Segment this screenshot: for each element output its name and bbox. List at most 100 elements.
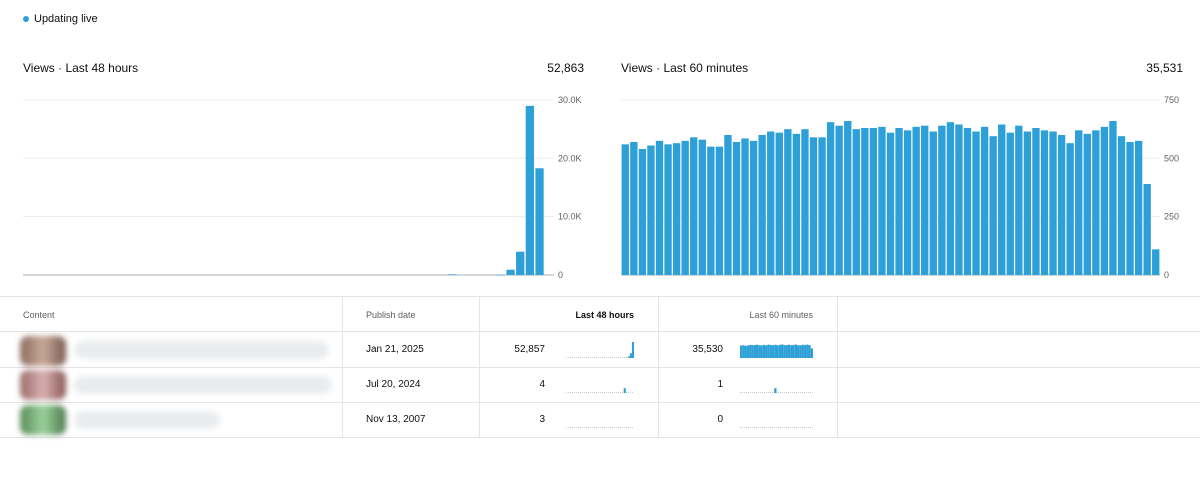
bar bbox=[1075, 130, 1083, 275]
spark-bar bbox=[808, 345, 811, 358]
sparkline-48h bbox=[566, 388, 634, 393]
bar bbox=[741, 138, 749, 275]
left-chart-total: 52,863 bbox=[547, 61, 584, 75]
publish-date: Nov 13, 2007 bbox=[366, 414, 426, 425]
bar bbox=[525, 105, 535, 275]
spark-bar bbox=[629, 353, 632, 358]
column-divider bbox=[658, 296, 659, 438]
bar bbox=[818, 137, 826, 275]
bar bbox=[724, 135, 732, 275]
spark-bar bbox=[751, 345, 754, 358]
publish-date: Jul 20, 2024 bbox=[366, 379, 421, 390]
right-chart-title: Views · Last 60 minutes bbox=[621, 61, 749, 75]
bar bbox=[1006, 132, 1014, 275]
bar bbox=[732, 142, 741, 275]
y-tick-label: 500 bbox=[1164, 153, 1179, 163]
live-status-label: Updating live bbox=[34, 13, 98, 25]
bar bbox=[1040, 130, 1049, 275]
bar bbox=[767, 131, 775, 275]
y-tick-label: 0 bbox=[1164, 270, 1169, 280]
spark-bar bbox=[760, 345, 763, 358]
bar bbox=[980, 126, 989, 275]
header-last-48-hours[interactable]: Last 48 hours bbox=[575, 310, 634, 320]
left-chart-title: Views · Last 48 hours bbox=[23, 61, 139, 75]
spark-bar bbox=[753, 345, 756, 358]
spark-bar bbox=[810, 348, 813, 358]
bar bbox=[946, 122, 955, 275]
bar bbox=[861, 128, 869, 275]
spark-bar bbox=[740, 345, 743, 358]
y-tick-label: 20.0K bbox=[558, 153, 582, 163]
bar bbox=[638, 149, 647, 275]
table-header-border bbox=[0, 331, 1200, 332]
video-thumbnail[interactable] bbox=[20, 370, 66, 400]
spark-bar bbox=[627, 356, 630, 358]
live-status: Updating live bbox=[23, 13, 98, 25]
video-thumbnail[interactable] bbox=[20, 336, 66, 366]
spark-bar bbox=[744, 345, 747, 358]
bar bbox=[938, 125, 946, 275]
bar bbox=[809, 137, 818, 275]
spark-bar bbox=[623, 388, 626, 393]
spark-bar bbox=[785, 345, 788, 358]
bar bbox=[801, 129, 809, 275]
bar bbox=[1109, 121, 1117, 275]
spark-bar bbox=[767, 344, 770, 358]
publish-date: Jan 21, 2025 bbox=[366, 344, 424, 355]
spark-bar bbox=[746, 345, 750, 358]
views-60m: 35,530 bbox=[692, 344, 723, 355]
views-48h-chart: 0 10.0K 20.0K 30.0K bbox=[23, 95, 582, 280]
bar bbox=[698, 139, 706, 275]
views-48h: 4 bbox=[539, 379, 545, 390]
spark-bar bbox=[755, 344, 759, 358]
views-48h: 52,857 bbox=[514, 344, 545, 355]
bar bbox=[506, 269, 515, 275]
bar bbox=[878, 126, 886, 275]
sparkline-60m bbox=[740, 427, 813, 428]
video-thumbnail[interactable] bbox=[20, 405, 66, 435]
bar bbox=[1143, 184, 1151, 275]
bar bbox=[664, 144, 672, 275]
bar bbox=[1032, 128, 1040, 275]
bar bbox=[1083, 133, 1091, 275]
bar bbox=[826, 122, 835, 275]
bar bbox=[775, 132, 783, 275]
bar bbox=[1152, 249, 1160, 275]
live-dot-icon bbox=[23, 16, 29, 22]
header-content[interactable]: Content bbox=[23, 310, 55, 320]
right-chart-total: 35,531 bbox=[1146, 61, 1183, 75]
bar bbox=[1117, 136, 1126, 275]
spark-bar bbox=[801, 344, 804, 358]
spark-bar bbox=[778, 344, 782, 358]
column-divider bbox=[837, 296, 838, 438]
spark-bar bbox=[631, 342, 634, 358]
video-title-redacted[interactable] bbox=[74, 376, 332, 394]
sparkline-60m bbox=[740, 344, 813, 358]
spark-bar bbox=[794, 344, 798, 358]
bar bbox=[784, 129, 792, 275]
spark-bar bbox=[762, 344, 766, 358]
spark-bar bbox=[799, 345, 802, 358]
bar bbox=[1015, 125, 1023, 275]
sparkline-48h bbox=[566, 427, 634, 428]
spark-bar bbox=[797, 345, 800, 358]
video-title-redacted[interactable] bbox=[74, 411, 220, 429]
bar bbox=[869, 128, 878, 275]
column-divider bbox=[342, 296, 343, 438]
header-publish-date[interactable]: Publish date bbox=[366, 310, 416, 320]
bar bbox=[758, 135, 766, 275]
table-top-border bbox=[0, 296, 1200, 297]
bar bbox=[921, 125, 929, 275]
bar bbox=[516, 251, 525, 275]
bar bbox=[630, 142, 638, 275]
bar bbox=[895, 128, 903, 275]
spark-bar bbox=[742, 345, 745, 358]
video-title-redacted[interactable] bbox=[74, 341, 329, 359]
header-last-60-minutes[interactable]: Last 60 minutes bbox=[749, 310, 813, 320]
bar bbox=[672, 143, 681, 275]
bar bbox=[844, 121, 852, 275]
bar bbox=[647, 145, 655, 275]
bar bbox=[535, 168, 544, 275]
bar bbox=[1049, 131, 1057, 275]
spark-bar bbox=[749, 344, 752, 358]
